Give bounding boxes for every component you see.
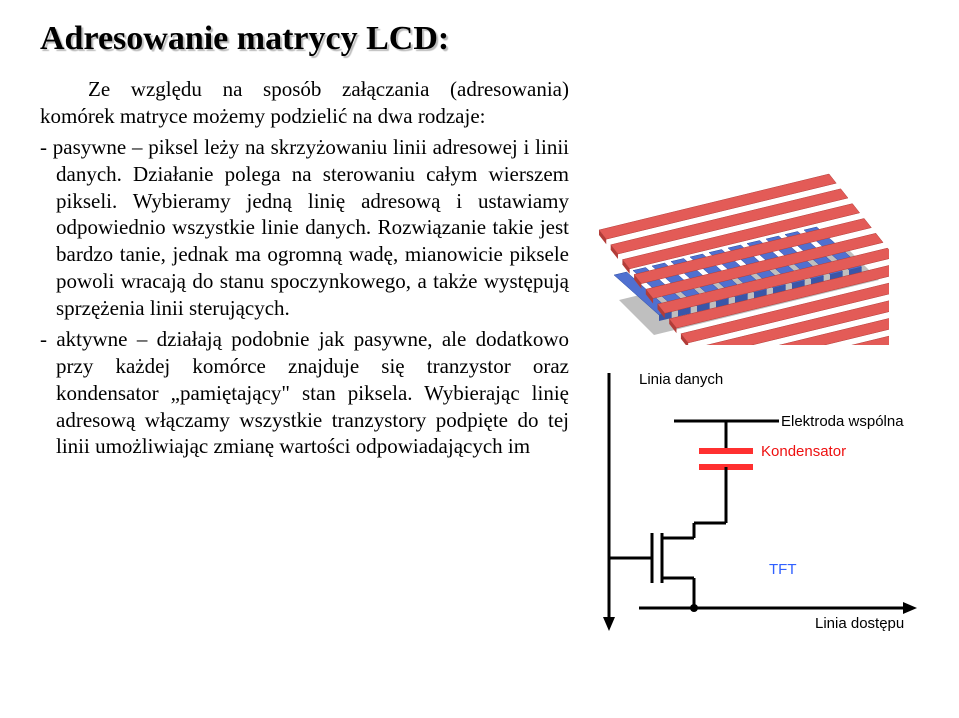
label-linia-dostepu: Linia dostępu (815, 615, 904, 632)
diagram-column: Linia danych Elektroda wspólna Kondensat… (579, 76, 919, 694)
bullet-passive: - pasywne – piksel leży na skrzyżowaniu … (40, 134, 569, 322)
content-row: Ze względu na sposób załączania (adresow… (40, 76, 919, 694)
slide-title: Adresowanie matrycy LCD: (40, 20, 919, 58)
label-kondensator: Kondensator (761, 443, 846, 460)
text-column: Ze względu na sposób załączania (adresow… (40, 76, 569, 694)
label-elektroda: Elektroda wspólna (781, 413, 904, 430)
schematic-diagram: Linia danych Elektroda wspólna Kondensat… (579, 373, 919, 653)
bullet-active: - aktywne – działają podobnie jak pasywn… (40, 326, 569, 460)
intro-paragraph: Ze względu na sposób załączania (adresow… (40, 76, 569, 130)
matrix-diagram (579, 80, 889, 345)
label-tft: TFT (769, 561, 797, 578)
label-linia-danych: Linia danych (639, 371, 723, 388)
